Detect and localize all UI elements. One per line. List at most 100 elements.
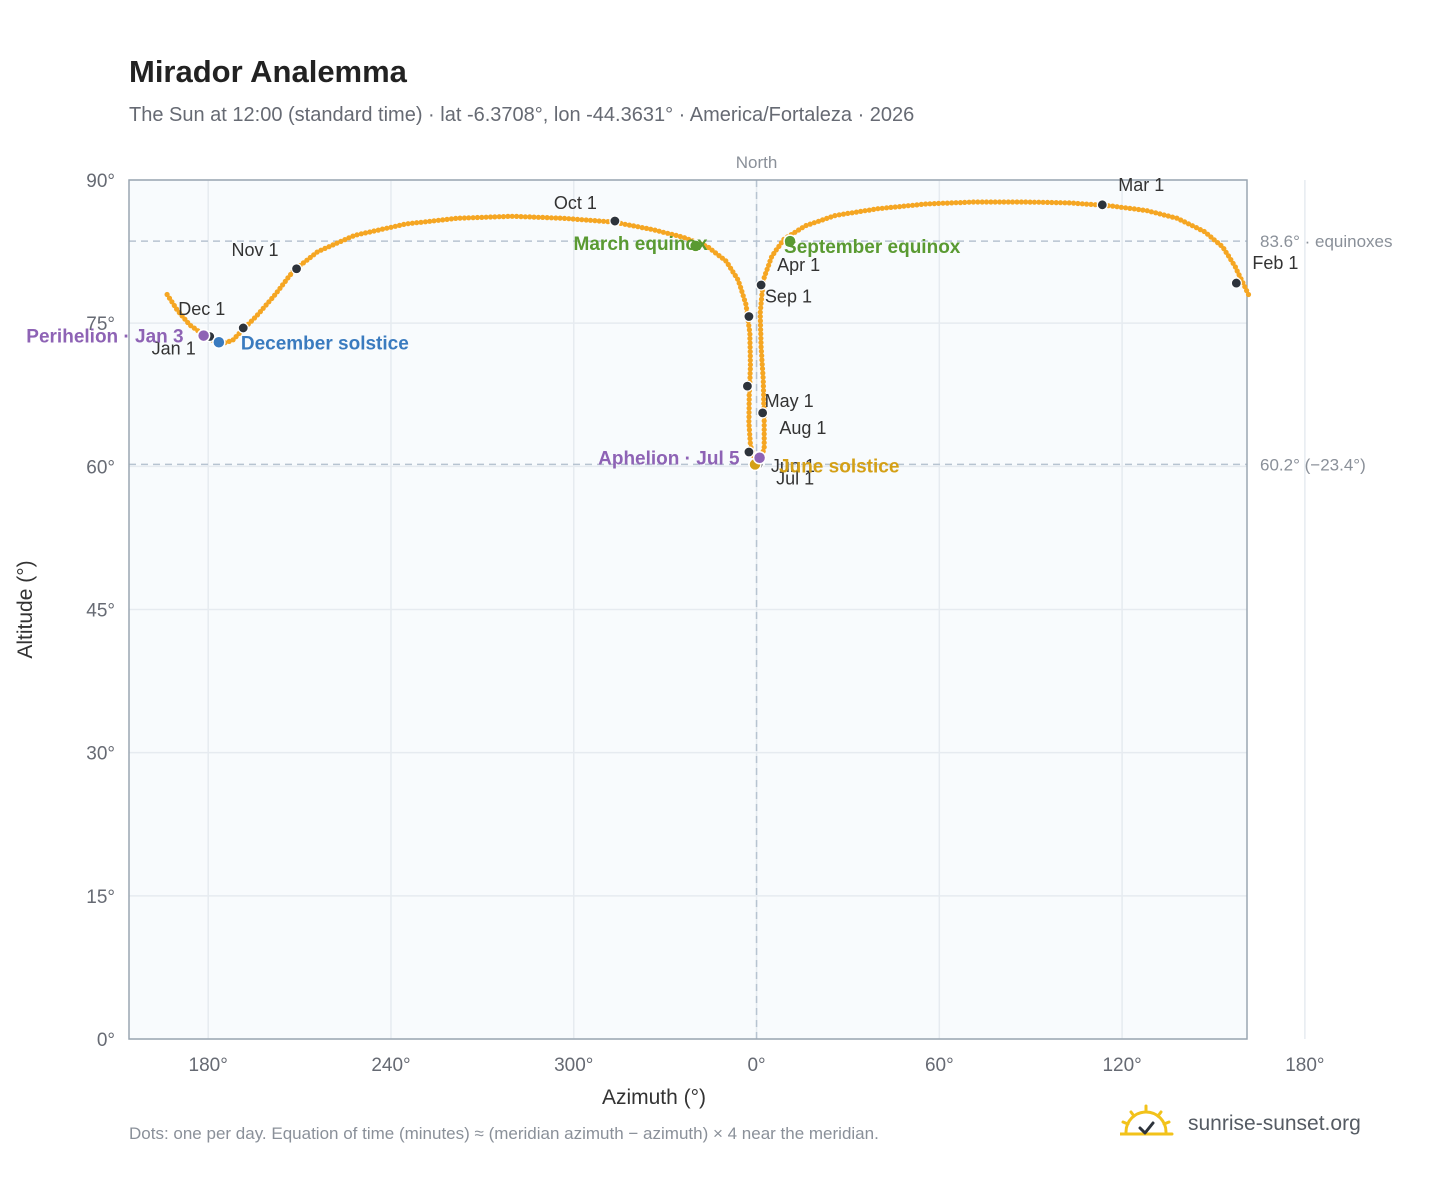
daily-sun-dot xyxy=(448,216,454,222)
daily-sun-dot xyxy=(1075,200,1081,207)
daily-sun-dot xyxy=(1044,199,1051,205)
daily-sun-dot xyxy=(470,215,476,221)
daily-sun-dot xyxy=(712,250,719,256)
daily-sun-dot xyxy=(836,212,842,218)
daily-sun-dot xyxy=(431,218,437,224)
daily-sun-dot xyxy=(514,213,520,219)
daily-sun-dot xyxy=(983,199,990,205)
chart-title: Mirador Analemma xyxy=(129,54,407,89)
daily-sun-dot xyxy=(799,225,805,231)
daily-sun-dot xyxy=(871,206,877,212)
daily-sun-dot xyxy=(761,422,767,428)
daily-sun-dot xyxy=(761,431,767,437)
daily-sun-dot xyxy=(760,374,766,380)
daily-sun-dot xyxy=(392,223,398,229)
daily-sun-dot xyxy=(596,218,602,224)
daily-sun-dot xyxy=(746,405,752,411)
daily-sun-dot xyxy=(342,237,348,243)
daily-sun-dot xyxy=(587,217,594,223)
daily-sun-dot xyxy=(379,226,386,232)
daily-sun-dot xyxy=(702,243,708,249)
daily-sun-dot xyxy=(884,205,890,211)
daily-sun-dot xyxy=(1118,204,1124,210)
daily-sun-dot xyxy=(949,200,955,206)
daily-sun-dot xyxy=(1244,288,1250,294)
x-axis-label: Azimuth (°) xyxy=(602,1086,706,1109)
daily-sun-dot xyxy=(540,214,546,220)
daily-sun-dot xyxy=(1088,201,1094,207)
daily-sun-dot xyxy=(746,414,752,420)
daily-sun-dot xyxy=(758,300,764,307)
daily-sun-dot xyxy=(274,289,280,295)
daily-sun-dot xyxy=(354,232,360,238)
daily-sun-dot xyxy=(174,306,180,312)
daily-sun-dot xyxy=(388,224,394,230)
daily-sun-dot xyxy=(405,221,411,227)
x-tick-label: 180° xyxy=(1285,1055,1324,1076)
daily-sun-dot xyxy=(362,230,369,236)
daily-sun-dot xyxy=(1136,206,1142,213)
event-label: March equinox xyxy=(574,234,709,255)
daily-sun-dot xyxy=(500,214,507,220)
daily-sun-dot xyxy=(746,396,752,403)
daily-sun-dot xyxy=(803,222,809,229)
daily-sun-dot xyxy=(1023,199,1029,205)
daily-sun-dot xyxy=(746,401,752,407)
daily-sun-dot xyxy=(953,200,959,206)
daily-sun-dot xyxy=(518,214,524,220)
brand[interactable]: sunrise-sunset.org xyxy=(1120,1102,1361,1146)
daily-sun-dot xyxy=(1165,213,1171,219)
month-label: Jun 1 xyxy=(771,456,815,476)
daily-sun-dot xyxy=(747,440,753,446)
daily-sun-dot xyxy=(414,220,420,226)
daily-sun-dot xyxy=(759,357,765,363)
daily-sun-dot xyxy=(1153,210,1159,216)
x-tick-label: 240° xyxy=(371,1055,410,1076)
x-tick-label: 300° xyxy=(554,1055,593,1076)
daily-sun-dot xyxy=(622,221,628,227)
daily-sun-dot xyxy=(746,409,752,416)
daily-sun-dot xyxy=(466,215,472,221)
daily-sun-dot xyxy=(330,242,336,248)
daily-sun-dot xyxy=(1178,217,1184,223)
month-marker xyxy=(237,322,249,334)
daily-sun-dot xyxy=(409,220,415,226)
daily-sun-dot xyxy=(747,436,753,442)
daily-sun-dot xyxy=(746,427,753,433)
daily-sun-dot xyxy=(1005,199,1011,205)
daily-sun-dot xyxy=(1010,199,1016,205)
daily-sun-dot xyxy=(757,309,763,315)
daily-sun-dot xyxy=(747,344,753,350)
daily-sun-dot xyxy=(815,218,822,224)
daily-sun-dot xyxy=(746,392,752,398)
daily-sun-dot xyxy=(422,219,428,225)
daily-sun-dot xyxy=(747,349,753,355)
x-tick-label: 60° xyxy=(925,1055,954,1076)
daily-sun-dot xyxy=(832,213,838,219)
daily-sun-dot xyxy=(1114,204,1120,210)
daily-sun-dot xyxy=(660,229,667,235)
daily-sun-dot xyxy=(747,431,753,437)
daily-sun-dot xyxy=(931,201,937,207)
daily-sun-dot xyxy=(418,219,424,225)
month-label: Nov 1 xyxy=(232,240,279,260)
month-label: Jan 1 xyxy=(152,339,196,359)
daily-sun-dot xyxy=(367,229,373,235)
daily-sun-dot xyxy=(763,270,769,277)
daily-sun-dot xyxy=(761,400,767,407)
daily-sun-dot xyxy=(1131,206,1137,212)
daily-sun-dot xyxy=(453,215,459,221)
daily-sun-dot xyxy=(1169,214,1176,220)
daily-sun-dot xyxy=(758,305,764,311)
daily-sun-dot xyxy=(635,224,641,230)
daily-sun-dot xyxy=(966,199,972,205)
month-label: Jul 1 xyxy=(776,468,814,488)
event-marker xyxy=(212,335,226,350)
daily-sun-dot xyxy=(626,222,633,228)
daily-sun-dot xyxy=(760,379,766,385)
daily-sun-dot xyxy=(747,335,753,342)
daily-sun-dot xyxy=(358,231,364,237)
daily-sun-dot xyxy=(375,227,381,233)
daily-sun-dot xyxy=(940,200,946,206)
event-marker xyxy=(688,239,703,253)
